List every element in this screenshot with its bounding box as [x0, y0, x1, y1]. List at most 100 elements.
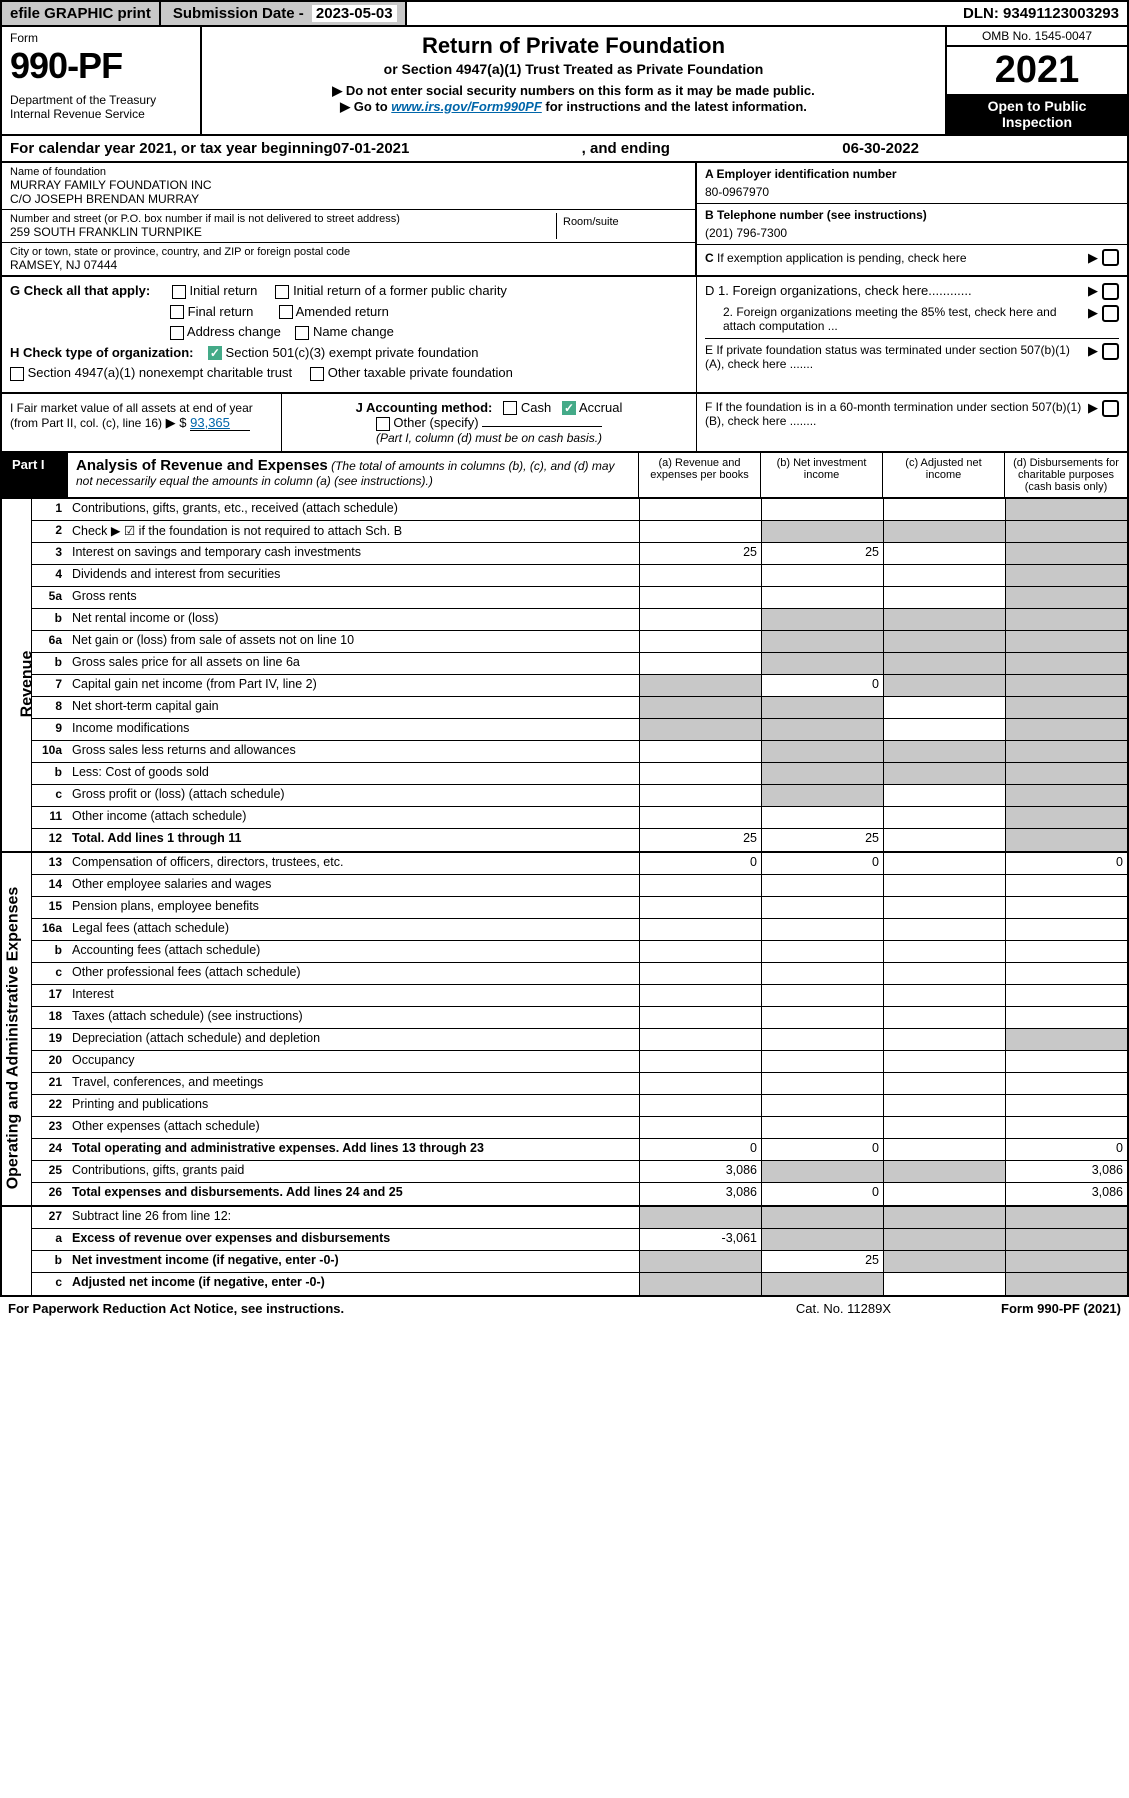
row-label: Less: Cost of goods sold	[68, 763, 639, 784]
note-goto: ▶ Go to www.irs.gov/Form990PF for instru…	[212, 99, 935, 115]
row-number: c	[32, 963, 68, 984]
table-row: 11Other income (attach schedule)	[32, 807, 1127, 829]
cell-b	[761, 1273, 883, 1295]
cell-d	[1005, 675, 1127, 696]
f-checkbox[interactable]	[1102, 400, 1119, 417]
cell-b: 0	[761, 1183, 883, 1205]
row-number: 17	[32, 985, 68, 1006]
cell-b	[761, 785, 883, 806]
h-opt-3: Other taxable private foundation	[328, 365, 513, 380]
cell-c	[883, 565, 1005, 586]
d2-checkbox[interactable]	[1102, 305, 1119, 322]
cell-b: 25	[761, 829, 883, 851]
name-change-checkbox[interactable]	[295, 326, 309, 340]
cell-d	[1005, 521, 1127, 542]
e-checkbox[interactable]	[1102, 343, 1119, 360]
exemption-checkbox[interactable]	[1102, 249, 1119, 266]
cell-d	[1005, 1117, 1127, 1138]
irs-link[interactable]: www.irs.gov/Form990PF	[391, 99, 542, 114]
row-label: Total. Add lines 1 through 11	[68, 829, 639, 851]
city-label: City or town, state or province, country…	[10, 246, 687, 258]
cell-a	[639, 985, 761, 1006]
cell-d	[1005, 1251, 1127, 1272]
row-number: 16a	[32, 919, 68, 940]
cell-d	[1005, 1029, 1127, 1050]
cash-checkbox[interactable]	[503, 401, 517, 415]
initial-return-checkbox[interactable]	[172, 285, 186, 299]
cell-d	[1005, 719, 1127, 740]
cell-a	[639, 675, 761, 696]
table-row: cAdjusted net income (if negative, enter…	[32, 1273, 1127, 1295]
accrual-checkbox[interactable]: ✓	[562, 401, 576, 415]
table-row: 26Total expenses and disbursements. Add …	[32, 1183, 1127, 1205]
net-grid: 27Subtract line 26 from line 12:aExcess …	[0, 1207, 1129, 1297]
form-footer: Form 990-PF (2021)	[1001, 1301, 1121, 1316]
form-number: 990-PF	[10, 45, 192, 87]
row-number: 24	[32, 1139, 68, 1160]
final-return-checkbox[interactable]	[170, 305, 184, 319]
checkbox-section: G Check all that apply: Initial return I…	[0, 277, 1129, 394]
d1-checkbox[interactable]	[1102, 283, 1119, 300]
omb-number: OMB No. 1545-0047	[947, 27, 1127, 47]
other-taxable-checkbox[interactable]	[310, 367, 324, 381]
address-change-checkbox[interactable]	[170, 326, 184, 340]
cell-c	[883, 919, 1005, 940]
row-number: 25	[32, 1161, 68, 1182]
cell-a	[639, 521, 761, 542]
row-label: Net short-term capital gain	[68, 697, 639, 718]
row-label: Contributions, gifts, grants paid	[68, 1161, 639, 1182]
col-d: (d) Disbursements for charitable purpose…	[1005, 453, 1127, 497]
part1-header: Part I Analysis of Revenue and Expenses …	[0, 453, 1129, 499]
part1-title: Analysis of Revenue and Expenses	[76, 457, 328, 474]
row-number: 9	[32, 719, 68, 740]
cell-a	[639, 1073, 761, 1094]
table-row: 7Capital gain net income (from Part IV, …	[32, 675, 1127, 697]
cell-a	[639, 919, 761, 940]
form-subtitle: or Section 4947(a)(1) Trust Treated as P…	[212, 61, 935, 77]
other-method-label: Other (specify)	[393, 415, 478, 430]
cell-c	[883, 1073, 1005, 1094]
catalog-number: Cat. No. 11289X	[796, 1301, 891, 1316]
table-row: 20Occupancy	[32, 1051, 1127, 1073]
table-row: 12Total. Add lines 1 through 112525	[32, 829, 1127, 851]
cell-c	[883, 499, 1005, 520]
cell-d	[1005, 1051, 1127, 1072]
row-number: 13	[32, 853, 68, 874]
initial-former-checkbox[interactable]	[275, 285, 289, 299]
row-number: 15	[32, 897, 68, 918]
arrow-icon: ▶	[1088, 283, 1098, 300]
address-label: Number and street (or P.O. box number if…	[10, 213, 556, 225]
note-ssn: ▶ Do not enter social security numbers o…	[212, 83, 935, 99]
amended-return-checkbox[interactable]	[279, 305, 293, 319]
4947-checkbox[interactable]	[10, 367, 24, 381]
efile-button[interactable]: efile GRAPHIC print	[2, 2, 161, 25]
col-a: (a) Revenue and expenses per books	[639, 453, 761, 497]
other-method-checkbox[interactable]	[376, 417, 390, 431]
arrow-icon: ▶	[1088, 250, 1098, 266]
table-row: 18Taxes (attach schedule) (see instructi…	[32, 1007, 1127, 1029]
table-row: 16aLegal fees (attach schedule)	[32, 919, 1127, 941]
row-label: Subtract line 26 from line 12:	[68, 1207, 639, 1228]
cal-end: 06-30-2022	[842, 140, 919, 157]
goto-post: for instructions and the latest informat…	[542, 99, 807, 114]
cell-b	[761, 875, 883, 896]
cell-b	[761, 763, 883, 784]
row-label: Taxes (attach schedule) (see instruction…	[68, 1007, 639, 1028]
501c3-checkbox[interactable]: ✓	[208, 346, 222, 360]
row-number: b	[32, 763, 68, 784]
cash-label: Cash	[521, 400, 551, 415]
cal-pre: For calendar year 2021, or tax year begi…	[10, 140, 333, 157]
table-row: bNet rental income or (loss)	[32, 609, 1127, 631]
cell-d	[1005, 875, 1127, 896]
table-row: 13Compensation of officers, directors, t…	[32, 853, 1127, 875]
row-label: Accounting fees (attach schedule)	[68, 941, 639, 962]
cell-d	[1005, 1095, 1127, 1116]
cell-c	[883, 941, 1005, 962]
cell-a	[639, 1117, 761, 1138]
cell-a	[639, 719, 761, 740]
cell-b	[761, 1095, 883, 1116]
cell-b: 25	[761, 1251, 883, 1272]
cell-c	[883, 1229, 1005, 1250]
table-row: cOther professional fees (attach schedul…	[32, 963, 1127, 985]
table-row: 8Net short-term capital gain	[32, 697, 1127, 719]
